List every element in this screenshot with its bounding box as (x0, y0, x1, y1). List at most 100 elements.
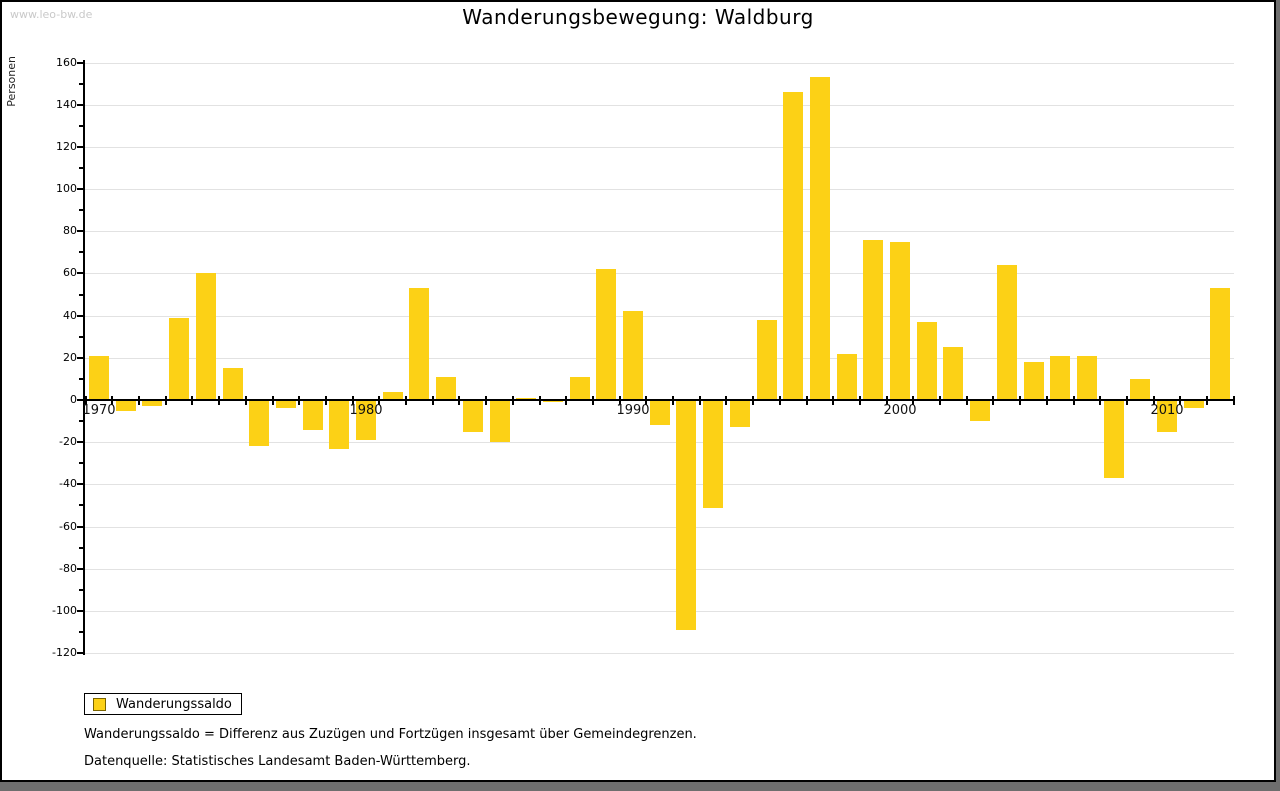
x-tick-17 (539, 396, 541, 405)
y-axis-line (83, 60, 85, 655)
y-minortick-90 (79, 209, 84, 211)
bar-1976 (249, 400, 269, 446)
gridline--40 (85, 484, 1234, 485)
x-tick-15 (485, 396, 487, 405)
x-tick-28 (832, 396, 834, 405)
gridline--60 (85, 527, 1234, 528)
bar-2010 (1157, 400, 1177, 432)
gridline-160 (85, 63, 1234, 64)
y-minortick-70 (79, 251, 84, 253)
bar-1985 (490, 400, 510, 442)
bar-2003 (970, 400, 990, 421)
x-tick-2 (138, 396, 140, 405)
bar-2011 (1184, 400, 1204, 408)
y-minortick-150 (79, 83, 84, 85)
bar-1977 (276, 400, 296, 408)
y-axis-title: Personen (5, 56, 18, 107)
bar-2006 (1050, 356, 1070, 400)
x-tick-14 (458, 396, 460, 405)
x-tick-9 (325, 396, 327, 405)
y-minortick--90 (79, 589, 84, 591)
y-tick--40 (77, 483, 84, 485)
gridline--100 (85, 611, 1234, 612)
y-tick-label--100: -100 (52, 604, 77, 617)
y-tick-label-0: 0 (70, 393, 77, 406)
x-tick-5 (218, 396, 220, 405)
x-tick-label-2010: 2010 (1150, 403, 1184, 418)
y-tick-label--60: -60 (59, 520, 77, 533)
bar-1993 (703, 400, 723, 508)
gridline-80 (85, 231, 1234, 232)
x-tick-label-2000: 2000 (883, 403, 917, 418)
x-tick-41 (1179, 396, 1181, 405)
x-tick-16 (512, 396, 514, 405)
bar-1972 (142, 400, 162, 406)
bar-1974 (196, 273, 216, 400)
y-tick-40 (77, 315, 84, 317)
y-minortick-110 (79, 167, 84, 169)
y-tick-label-80: 80 (63, 224, 77, 237)
y-tick--100 (77, 610, 84, 612)
gridline--80 (85, 569, 1234, 570)
y-tick-label-100: 100 (56, 182, 77, 195)
y-tick-label--20: -20 (59, 435, 77, 448)
y-minortick--110 (79, 631, 84, 633)
x-tick-3 (165, 396, 167, 405)
x-tick-0 (85, 396, 87, 405)
bar-1978 (303, 400, 323, 430)
x-tick-22 (672, 396, 674, 405)
gridline-40 (85, 316, 1234, 317)
x-tick-39 (1126, 396, 1128, 405)
y-tick-60 (77, 272, 84, 274)
gridline-120 (85, 147, 1234, 148)
y-tick-label--40: -40 (59, 477, 77, 490)
footnote-definition: Wanderungssaldo = Differenz aus Zuzügen … (84, 727, 697, 742)
bar-1982 (409, 288, 429, 400)
x-tick-label-1980: 1980 (349, 403, 383, 418)
bar-1987 (543, 400, 563, 402)
bar-1979 (329, 400, 349, 449)
y-tick--20 (77, 441, 84, 443)
y-tick-80 (77, 230, 84, 232)
bar-1973 (169, 318, 189, 400)
bar-1981 (383, 392, 403, 400)
x-tick-4 (191, 396, 193, 405)
y-tick-label-140: 140 (56, 98, 77, 111)
bar-2005 (1024, 362, 1044, 400)
y-tick-label-60: 60 (63, 266, 77, 279)
x-tick-30 (886, 396, 888, 405)
gridline--120 (85, 653, 1234, 654)
x-tick-26 (779, 396, 781, 405)
bar-1998 (837, 354, 857, 400)
bar-2001 (917, 322, 937, 400)
y-minortick--30 (79, 462, 84, 464)
y-tick--60 (77, 526, 84, 528)
x-tick-37 (1073, 396, 1075, 405)
y-tick-label--80: -80 (59, 562, 77, 575)
chart-title: Wanderungsbewegung: Waldburg (462, 5, 814, 29)
x-tick-label-1990: 1990 (616, 403, 650, 418)
bar-1999 (863, 240, 883, 400)
x-tick-43 (1233, 396, 1235, 405)
x-tick-8 (298, 396, 300, 405)
x-tick-36 (1046, 396, 1048, 405)
bar-1994 (730, 400, 750, 427)
y-minortick-130 (79, 125, 84, 127)
bar-2002 (943, 347, 963, 400)
x-tick-34 (992, 396, 994, 405)
gridline-140 (85, 105, 1234, 106)
bar-1995 (757, 320, 777, 400)
bar-1970 (89, 356, 109, 400)
x-tick-label-1970: 1970 (82, 403, 116, 418)
y-tick--80 (77, 568, 84, 570)
y-minortick--50 (79, 504, 84, 506)
x-tick-42 (1206, 396, 1208, 405)
x-tick-10 (352, 396, 354, 405)
bar-1988 (570, 377, 590, 400)
bar-2000 (890, 242, 910, 400)
x-tick-20 (619, 396, 621, 405)
footnote-source: Datenquelle: Statistisches Landesamt Bad… (84, 754, 471, 769)
y-tick-label-120: 120 (56, 140, 77, 153)
